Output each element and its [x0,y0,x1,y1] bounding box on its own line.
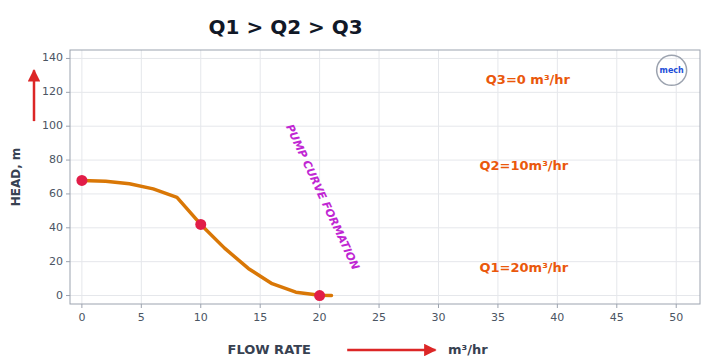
tick-label: 100 [42,119,63,132]
x-axis-arrow [347,349,435,352]
operating-point [314,290,325,301]
tick-label: 50 [669,311,683,324]
y-axis-label: HEAD, m [9,148,23,207]
tick-label: 10 [194,311,208,324]
tick [438,304,439,308]
tick-label: 0 [78,311,85,324]
operating-point [195,219,206,230]
tick-label: 15 [253,311,267,324]
tick-label: 45 [610,311,624,324]
tick-label: 140 [42,51,63,64]
annotation: PUMP CURVE FORMATION [283,122,362,272]
tick-label: 20 [313,311,327,324]
tick-label: 5 [138,311,145,324]
tick [66,295,70,296]
annotation: Q3=0 m³/hr [486,72,571,87]
grid-line [70,261,700,262]
tick-label: 120 [42,85,63,98]
tick-label: 60 [49,187,63,200]
annotation: Q1=20m³/hr [480,260,569,275]
tick-label: 80 [49,153,63,166]
tick [66,58,70,59]
grid-line [616,50,617,304]
grid-line [70,126,700,127]
grid-line [438,50,439,304]
tick [66,92,70,93]
tick-label: 20 [49,255,63,268]
ticks: 0 5 10 15 20 25 30 35 40 45 50 0 20 40 60 80 100 120 140 [42,51,683,324]
tick [260,304,261,308]
annotation: Q2=10m³/hr [480,158,569,173]
grid-line [70,295,700,296]
x-axis-label: FLOW RATE [228,342,311,357]
grid-line [70,227,700,228]
tick [557,304,558,308]
tick [141,304,142,308]
tick [66,193,70,194]
chart: 0 5 10 15 20 25 30 35 40 45 50 0 20 40 60 80 100 120 140 Q1… [0,0,720,364]
tick [81,304,82,308]
tick [379,304,380,308]
grid-line [676,50,677,304]
tick [497,304,498,308]
y-axis-arrow [33,70,36,121]
tick [676,304,677,308]
x-axis-units: m³/hr [448,342,488,357]
tick [66,227,70,228]
grid-line [70,58,700,59]
tick-label: 35 [491,311,505,324]
grid-line [70,160,700,161]
pump-curve [82,180,332,295]
tick [66,126,70,127]
grid-line [141,50,142,304]
tick [616,304,617,308]
annotations: PUMP CURVE FORMATION Q3=0 m³/hr Q2=10m³/hr… [283,55,687,275]
operating-point [76,175,87,186]
tick [66,261,70,262]
grid-line [200,50,201,304]
tick [200,304,201,308]
tick [319,304,320,308]
tick-label: 0 [56,289,63,302]
grid-line [379,50,380,304]
tick-label: 25 [372,311,386,324]
grid-line [260,50,261,304]
plot-area [76,175,331,301]
grid-line [70,92,700,93]
tick-label: 40 [49,221,63,234]
title: Q1 > Q2 > Q3 [209,15,363,39]
tick-label: 40 [550,311,564,324]
logo-circle [657,55,687,85]
plot-frame [70,50,700,304]
tick-label: 30 [431,311,445,324]
grid [70,50,700,304]
tick [66,160,70,161]
annotation: mech [660,66,685,75]
